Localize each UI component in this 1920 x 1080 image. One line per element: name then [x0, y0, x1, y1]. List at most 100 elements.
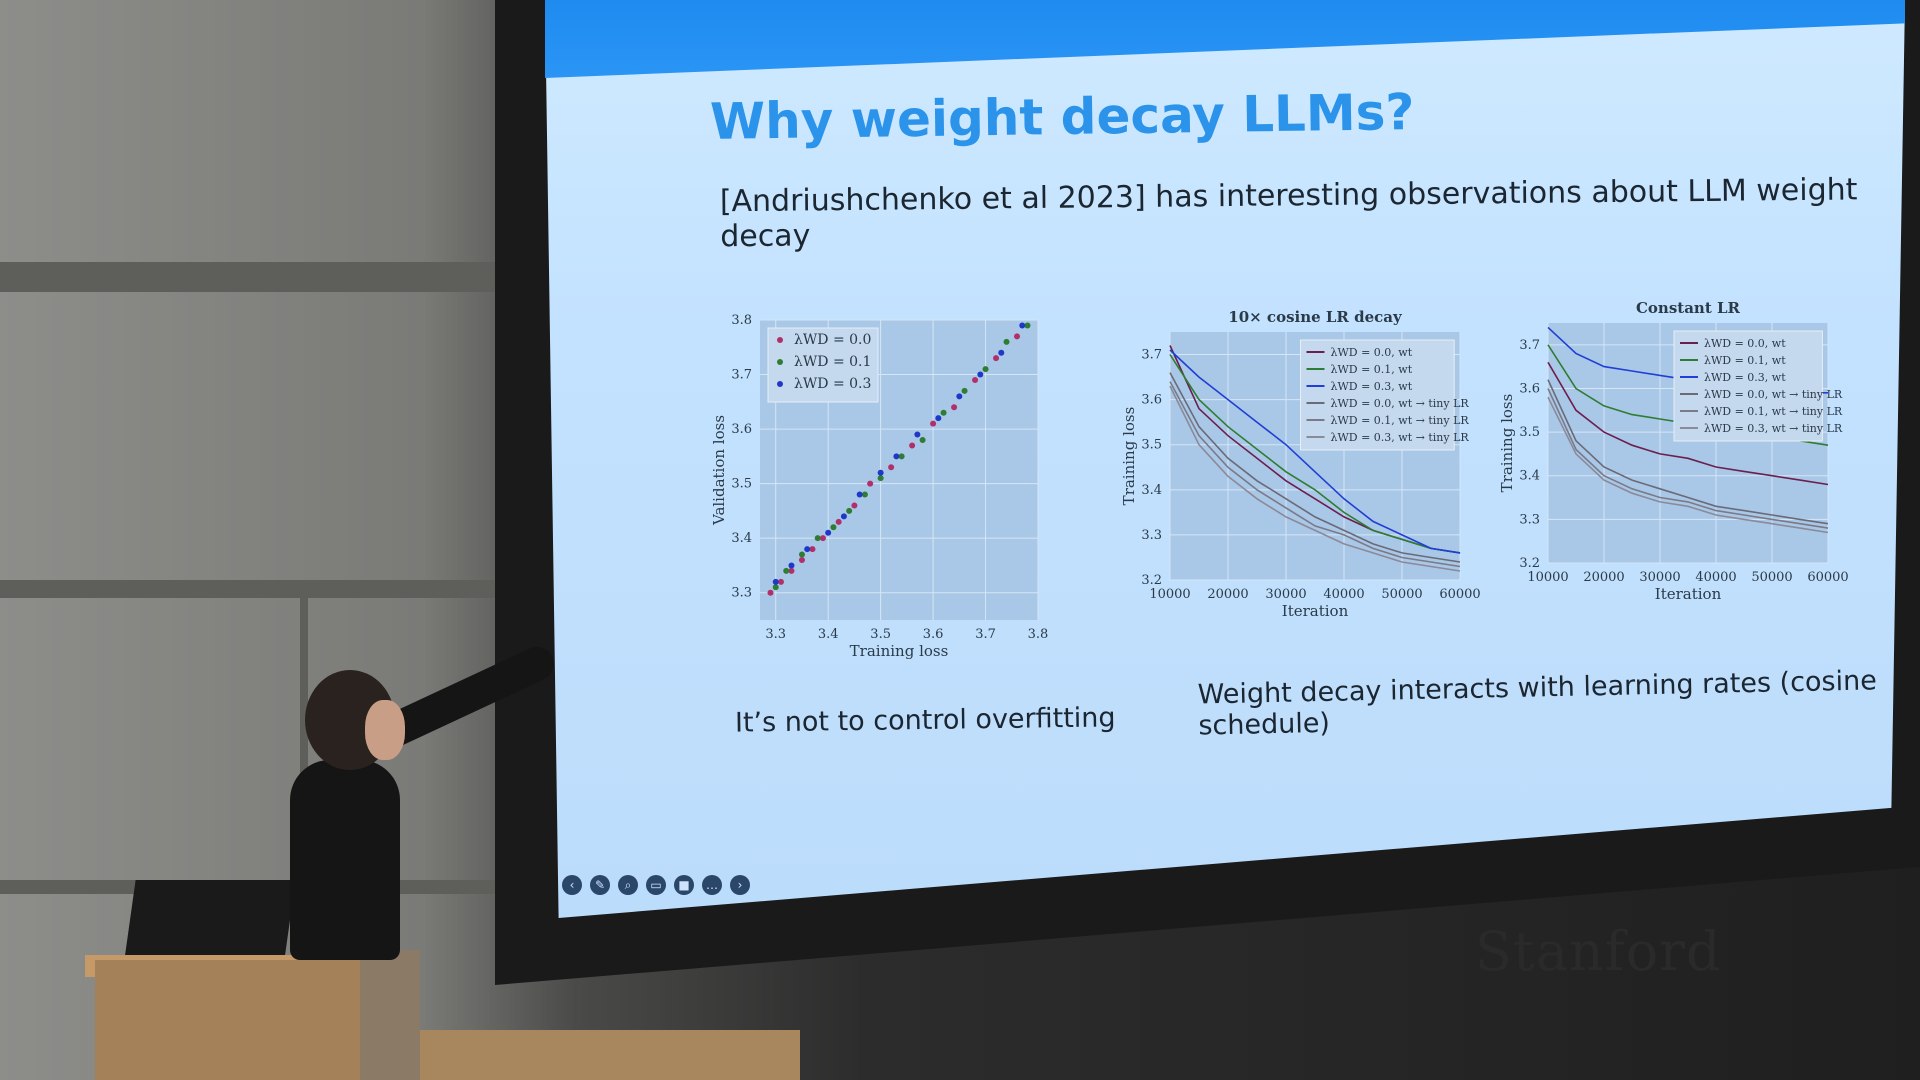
x-tick-label: 20000 — [1207, 587, 1248, 602]
slide-toolbar: ‹ ✎ ⌕ ▭ ■ … › — [562, 875, 750, 895]
scatter-point — [893, 453, 900, 460]
stanford-watermark: Stanford — [1475, 920, 1722, 983]
legend-entry: λWD = 0.3, wt → tiny LR — [1704, 422, 1843, 435]
y-tick-label: 3.3 — [1141, 528, 1162, 543]
scatter-point — [972, 377, 979, 383]
series-line — [1547, 379, 1829, 525]
presenter-body — [290, 760, 400, 960]
scatter-point — [825, 529, 832, 536]
video-icon[interactable]: ■ — [674, 875, 694, 895]
wall-panel-line — [300, 590, 308, 790]
scatter-point — [914, 431, 921, 438]
legend-marker — [777, 359, 783, 365]
scatter-point — [930, 420, 937, 427]
series-line — [1169, 354, 1461, 554]
scatter-point — [772, 584, 779, 591]
scatter-point — [772, 578, 779, 585]
y-tick-label: 3.3 — [731, 586, 752, 601]
series-line — [1547, 396, 1829, 534]
scatter-point — [819, 535, 826, 542]
legend-entry: λWD = 0.1 — [794, 354, 871, 370]
y-tick-label: 3.7 — [1519, 338, 1540, 353]
y-tick-label: 3.3 — [1519, 512, 1540, 527]
presenter-legs — [360, 950, 420, 1080]
scatter-point — [1019, 322, 1026, 329]
scatter-point — [940, 409, 947, 416]
scatter-point — [898, 453, 905, 460]
podium — [95, 960, 385, 1080]
y-tick-label: 3.2 — [1141, 573, 1162, 588]
x-tick-label: 50000 — [1381, 587, 1422, 602]
legend-entry: λWD = 0.0, wt → tiny LR — [1331, 397, 1470, 410]
x-tick-label: 20000 — [1583, 570, 1624, 585]
forward-icon[interactable]: › — [730, 875, 750, 895]
scatter-point — [767, 589, 774, 596]
scatter-point — [804, 546, 811, 553]
y-tick-label: 3.6 — [731, 422, 752, 437]
scatter-point — [1003, 338, 1010, 345]
x-tick-label: 3.4 — [818, 627, 839, 642]
x-tick-label: 60000 — [1439, 587, 1480, 602]
scatter-point — [1024, 322, 1031, 329]
y-tick-label: 3.6 — [1519, 381, 1540, 396]
series-line — [1169, 349, 1461, 554]
y-tick-label: 3.2 — [1519, 556, 1540, 571]
scatter-chart-svg: 3.3 3.4 3.5 3.6 3.7 3.8 3.3 3.4 3.5 3.6 3.7 3.8 Trai… — [710, 313, 1049, 660]
scatter-point — [846, 507, 853, 514]
y-axis-label: Validation loss — [710, 415, 728, 526]
x-tick-label: 30000 — [1265, 587, 1306, 602]
x-tick-label: 3.5 — [870, 627, 891, 642]
chart-title: Constant LR — [1636, 299, 1741, 317]
series-line — [1169, 385, 1461, 572]
legend-entry: λWD = 0.1, wt → tiny LR — [1704, 405, 1843, 418]
legend-entry: λWD = 0.0, wt — [1704, 337, 1786, 350]
cosine-decay-chart-svg: 10000 20000 30000 40000 50000 60000 3.2 3.3 3.4 3… — [1120, 308, 1481, 620]
scatter-point — [861, 491, 868, 498]
x-tick-label: 10000 — [1149, 587, 1190, 602]
y-tick-label: 3.7 — [731, 368, 752, 383]
pen-icon[interactable]: ✎ — [590, 875, 610, 895]
constant-lr-chart: 10000 20000 30000 40000 50000 60000 3.2 3.3 3.4 3… — [1498, 285, 1860, 619]
x-tick-label: 10000 — [1527, 570, 1568, 585]
y-tick-label: 3.7 — [1141, 348, 1162, 363]
y-tick-label: 3.4 — [1519, 469, 1540, 484]
legend-entry: λWD = 0.1, wt — [1704, 354, 1786, 367]
slide-title: Why weight decay LLMs? — [709, 83, 1415, 151]
scatter-point — [835, 518, 842, 525]
scatter-point — [867, 480, 874, 487]
scatter-point — [919, 437, 926, 443]
y-tick-label: 3.4 — [731, 531, 752, 546]
scatter-point — [856, 491, 863, 498]
legend-entry: λWD = 0.3 — [794, 376, 871, 392]
scatter-point — [956, 393, 963, 400]
scatter-point — [809, 546, 816, 553]
legend-entry: λWD = 0.3, wt — [1704, 371, 1786, 384]
x-tick-label: 60000 — [1807, 570, 1848, 585]
x-tick-label: 40000 — [1323, 587, 1364, 602]
legend-marker — [777, 337, 783, 343]
cc-icon[interactable]: ▭ — [646, 875, 666, 895]
x-tick-label: 3.8 — [1028, 627, 1049, 642]
y-tick-label: 3.4 — [1141, 483, 1162, 498]
back-icon[interactable]: ‹ — [562, 875, 582, 895]
x-tick-label: 30000 — [1639, 570, 1680, 585]
series-line — [1169, 381, 1461, 568]
zoom-icon[interactable]: ⌕ — [618, 875, 638, 895]
wall-panel-line — [0, 262, 500, 292]
scatter-point — [935, 415, 942, 422]
series-line — [1169, 372, 1461, 563]
legend-marker — [777, 381, 783, 387]
scatter-point — [1014, 333, 1021, 340]
x-axis-label: Training loss — [850, 642, 949, 660]
scatter-point — [877, 469, 884, 476]
x-axis-label: Iteration — [1282, 602, 1349, 620]
legend-entry: λWD = 0.3, wt → tiny LR — [1331, 431, 1470, 444]
more-icon[interactable]: … — [702, 875, 722, 895]
desk — [380, 1030, 800, 1080]
wall-panel-line — [0, 580, 500, 598]
scatter-point — [951, 404, 958, 411]
y-tick-label: 3.5 — [1519, 425, 1540, 440]
scatter-point — [888, 464, 895, 471]
x-axis-label: Iteration — [1655, 585, 1722, 603]
constant-lr-chart-svg: 10000 20000 30000 40000 50000 60000 3.2 3.3 3.4 3… — [1498, 299, 1849, 603]
